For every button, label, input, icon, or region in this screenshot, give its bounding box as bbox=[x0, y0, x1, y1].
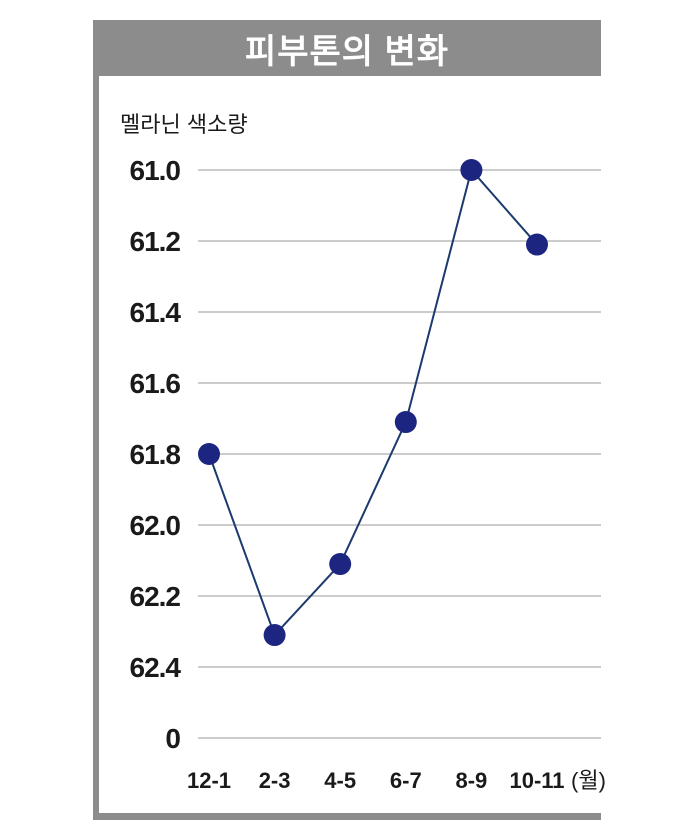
title-bar: 피부톤의 변화 bbox=[93, 20, 601, 76]
x-tick-label: 12-1 bbox=[187, 768, 231, 793]
y-tick-label: 61.4 bbox=[130, 297, 182, 328]
chart-panel bbox=[99, 76, 601, 813]
data-point bbox=[526, 233, 548, 256]
chart-title: 피부톤의 변화 bbox=[244, 32, 450, 71]
x-tick-label: 6-7 bbox=[390, 768, 422, 793]
y-tick-label: 62.4 bbox=[130, 652, 182, 683]
y-tick-label: 0 bbox=[165, 723, 180, 754]
data-point bbox=[198, 443, 220, 465]
y-axis-ticks: 61.0 61.2 61.4 61.6 61.8 62.0 62.2 62.4 0 bbox=[130, 155, 183, 754]
series-lines bbox=[208, 167, 538, 637]
data-point bbox=[394, 411, 417, 434]
y-tick-label: 61.0 bbox=[130, 155, 181, 186]
x-tick-label: 2-3 bbox=[259, 768, 291, 793]
y-axis-label: 멜라닌 색소량 bbox=[120, 112, 248, 137]
data-point bbox=[329, 553, 352, 576]
series-line bbox=[208, 167, 538, 637]
x-axis-ticks: 12-1 2-3 4-5 6-7 8-9 10-11 bbox=[187, 768, 565, 793]
x-tick-label: 10-11 bbox=[509, 768, 564, 793]
y-tick-label: 62.2 bbox=[130, 581, 181, 612]
grid-lines bbox=[198, 169, 601, 739]
x-axis-unit: (월) bbox=[571, 768, 606, 793]
y-tick-label: 62.0 bbox=[130, 510, 181, 541]
x-tick-label: 4-5 bbox=[324, 768, 356, 793]
series-points bbox=[198, 159, 548, 647]
y-tick-label: 61.8 bbox=[130, 439, 181, 470]
data-point bbox=[263, 624, 286, 647]
y-tick-label: 61.6 bbox=[130, 368, 181, 399]
data-point bbox=[460, 159, 483, 181]
x-tick-label: 8-9 bbox=[456, 768, 488, 793]
y-tick-label: 61.2 bbox=[130, 226, 181, 257]
